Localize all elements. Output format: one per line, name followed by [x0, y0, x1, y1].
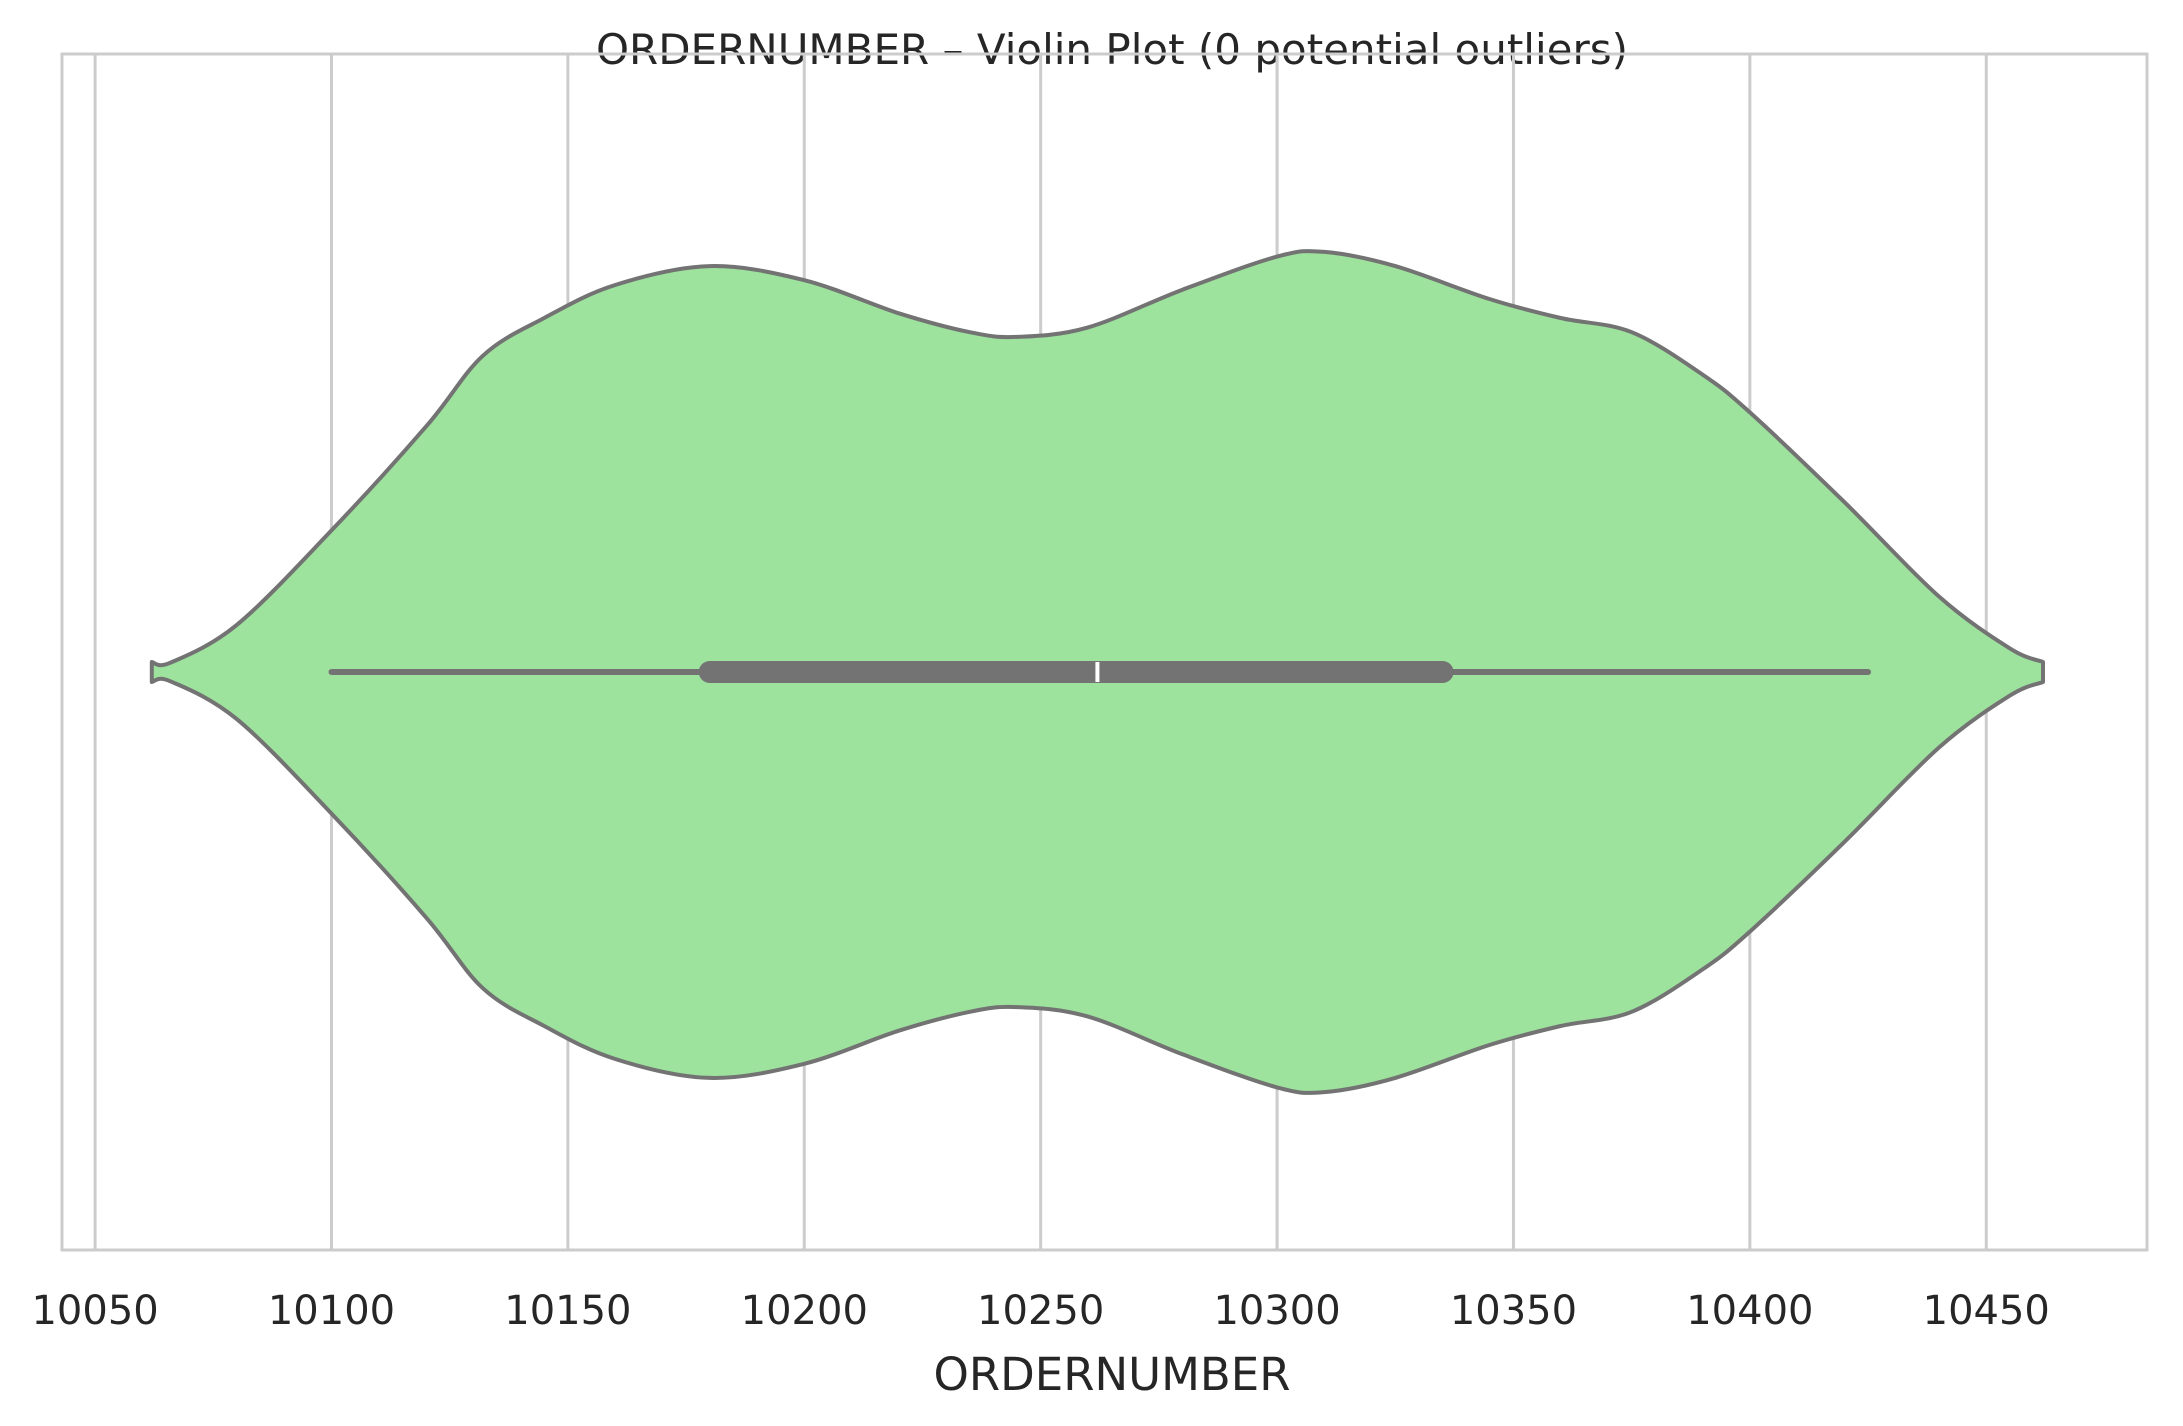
x-tick-label: 10400 — [1686, 1288, 1813, 1334]
x-tick-label: 10300 — [1213, 1288, 1340, 1334]
x-tick-label: 10150 — [504, 1288, 631, 1334]
x-tick-label: 10200 — [741, 1288, 868, 1334]
x-axis-label: ORDERNUMBER — [933, 1348, 1290, 1401]
x-tick-labels: 10050 10100 10150 10200 10250 10300 10350 10400… — [31, 1288, 2049, 1334]
x-tick-label: 10450 — [1923, 1288, 2050, 1334]
x-tick-label: 10050 — [31, 1288, 158, 1334]
violin — [149, 249, 2045, 1095]
x-tick-label: 10250 — [977, 1288, 1104, 1334]
chart-title: ORDERNUMBER – Violin Plot (0 potential o… — [596, 25, 1628, 74]
x-tick-label: 10350 — [1450, 1288, 1577, 1334]
x-tick-label: 10100 — [268, 1288, 395, 1334]
plot-frame — [60, 52, 2149, 1252]
